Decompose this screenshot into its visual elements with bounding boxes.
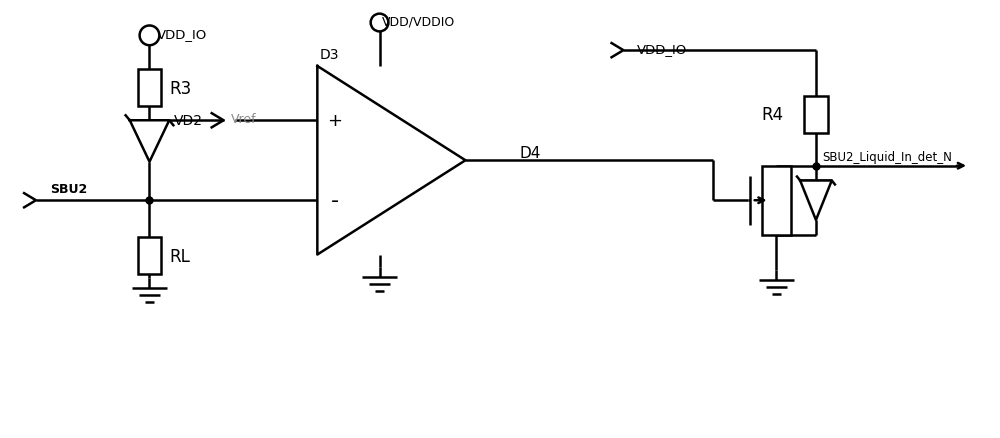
Text: VDD_IO: VDD_IO	[156, 28, 207, 41]
Bar	[804, 96, 828, 134]
Text: +: +	[328, 112, 343, 130]
Polygon shape	[130, 121, 169, 162]
Text: VDD_IO: VDD_IO	[637, 42, 687, 56]
Text: R3: R3	[169, 79, 191, 97]
Text: D4: D4	[520, 145, 541, 160]
Text: RL: RL	[169, 247, 190, 265]
Text: SBU2_Liquid_In_det_N: SBU2_Liquid_In_det_N	[822, 151, 952, 164]
Bar	[138, 70, 161, 107]
Text: R4: R4	[762, 106, 784, 124]
Polygon shape	[800, 181, 832, 220]
Text: VD2: VD2	[174, 114, 203, 128]
Text: -: -	[331, 191, 339, 211]
Text: Vref: Vref	[230, 113, 256, 126]
Text: VDD/VDDIO: VDD/VDDIO	[382, 15, 455, 28]
Bar	[762, 166, 791, 235]
Text: SBU2: SBU2	[50, 183, 87, 195]
Bar	[138, 237, 161, 275]
Text: D3: D3	[319, 48, 339, 62]
Polygon shape	[317, 67, 465, 255]
